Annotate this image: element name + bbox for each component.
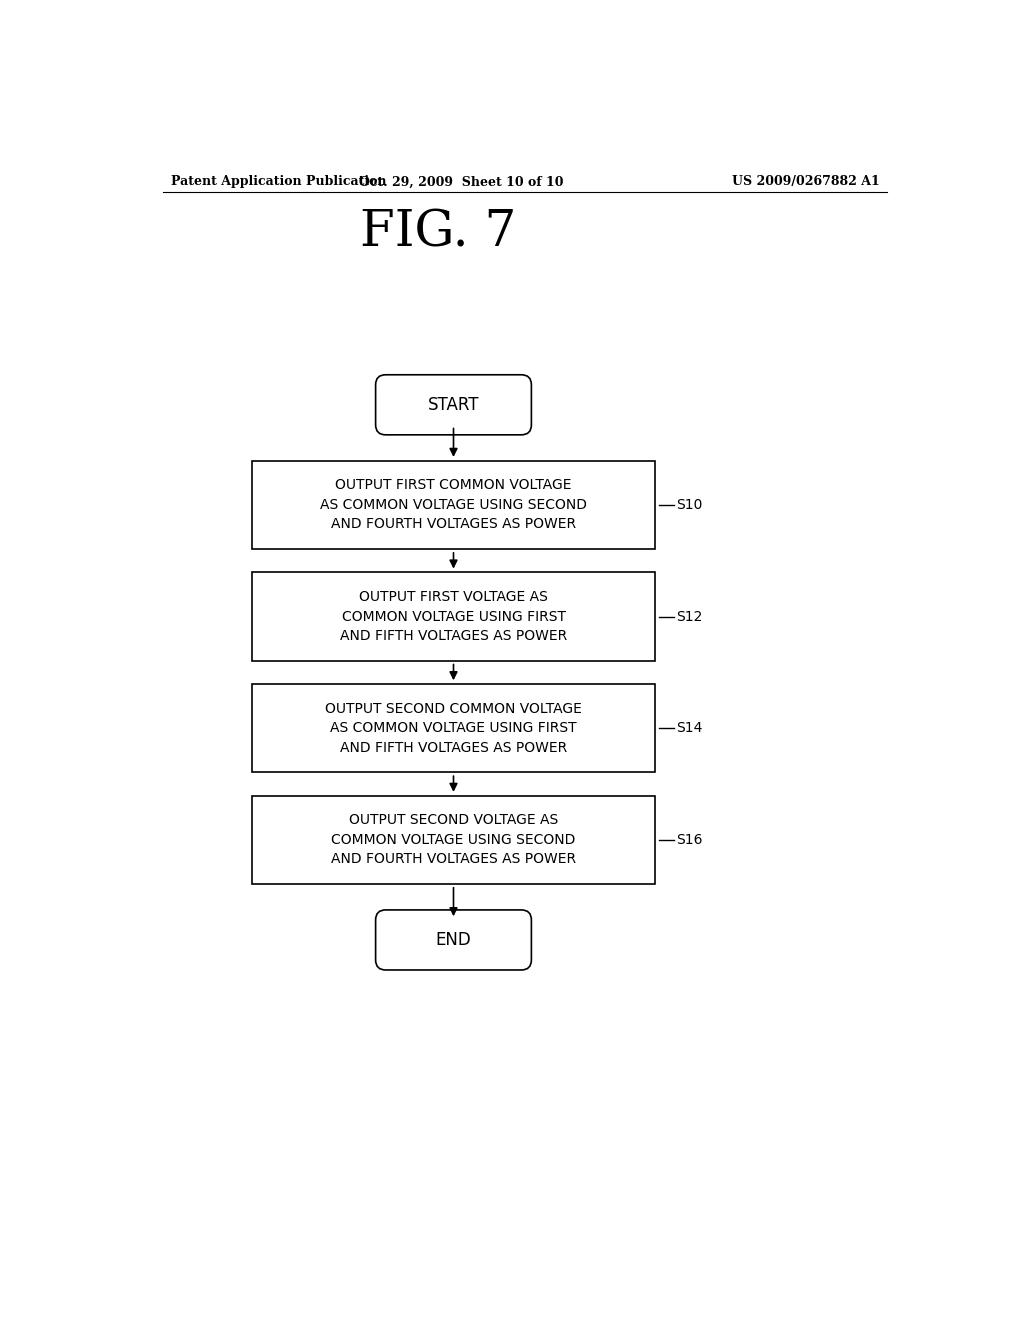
- Text: OUTPUT SECOND VOLTAGE AS
COMMON VOLTAGE USING SECOND
AND FOURTH VOLTAGES AS POWE: OUTPUT SECOND VOLTAGE AS COMMON VOLTAGE …: [331, 813, 577, 866]
- FancyBboxPatch shape: [376, 375, 531, 434]
- Bar: [252, 461, 655, 549]
- Text: OUTPUT SECOND COMMON VOLTAGE
AS COMMON VOLTAGE USING FIRST
AND FIFTH VOLTAGES AS: OUTPUT SECOND COMMON VOLTAGE AS COMMON V…: [325, 702, 582, 755]
- Text: Patent Application Publication: Patent Application Publication: [171, 176, 386, 189]
- Text: S16: S16: [676, 833, 702, 847]
- Bar: [252, 796, 655, 884]
- FancyBboxPatch shape: [376, 909, 531, 970]
- Text: US 2009/0267882 A1: US 2009/0267882 A1: [732, 176, 880, 189]
- Text: START: START: [428, 396, 479, 413]
- Text: OUTPUT FIRST COMMON VOLTAGE
AS COMMON VOLTAGE USING SECOND
AND FOURTH VOLTAGES A: OUTPUT FIRST COMMON VOLTAGE AS COMMON VO…: [319, 478, 587, 532]
- Text: S12: S12: [676, 610, 702, 623]
- Text: S10: S10: [676, 498, 702, 512]
- Text: S14: S14: [676, 721, 702, 735]
- Text: OUTPUT FIRST VOLTAGE AS
COMMON VOLTAGE USING FIRST
AND FIFTH VOLTAGES AS POWER: OUTPUT FIRST VOLTAGE AS COMMON VOLTAGE U…: [340, 590, 567, 643]
- Bar: [252, 573, 655, 661]
- Text: Oct. 29, 2009  Sheet 10 of 10: Oct. 29, 2009 Sheet 10 of 10: [359, 176, 563, 189]
- Text: FIG. 7: FIG. 7: [359, 209, 516, 257]
- Bar: [252, 684, 655, 772]
- Text: END: END: [435, 931, 471, 949]
